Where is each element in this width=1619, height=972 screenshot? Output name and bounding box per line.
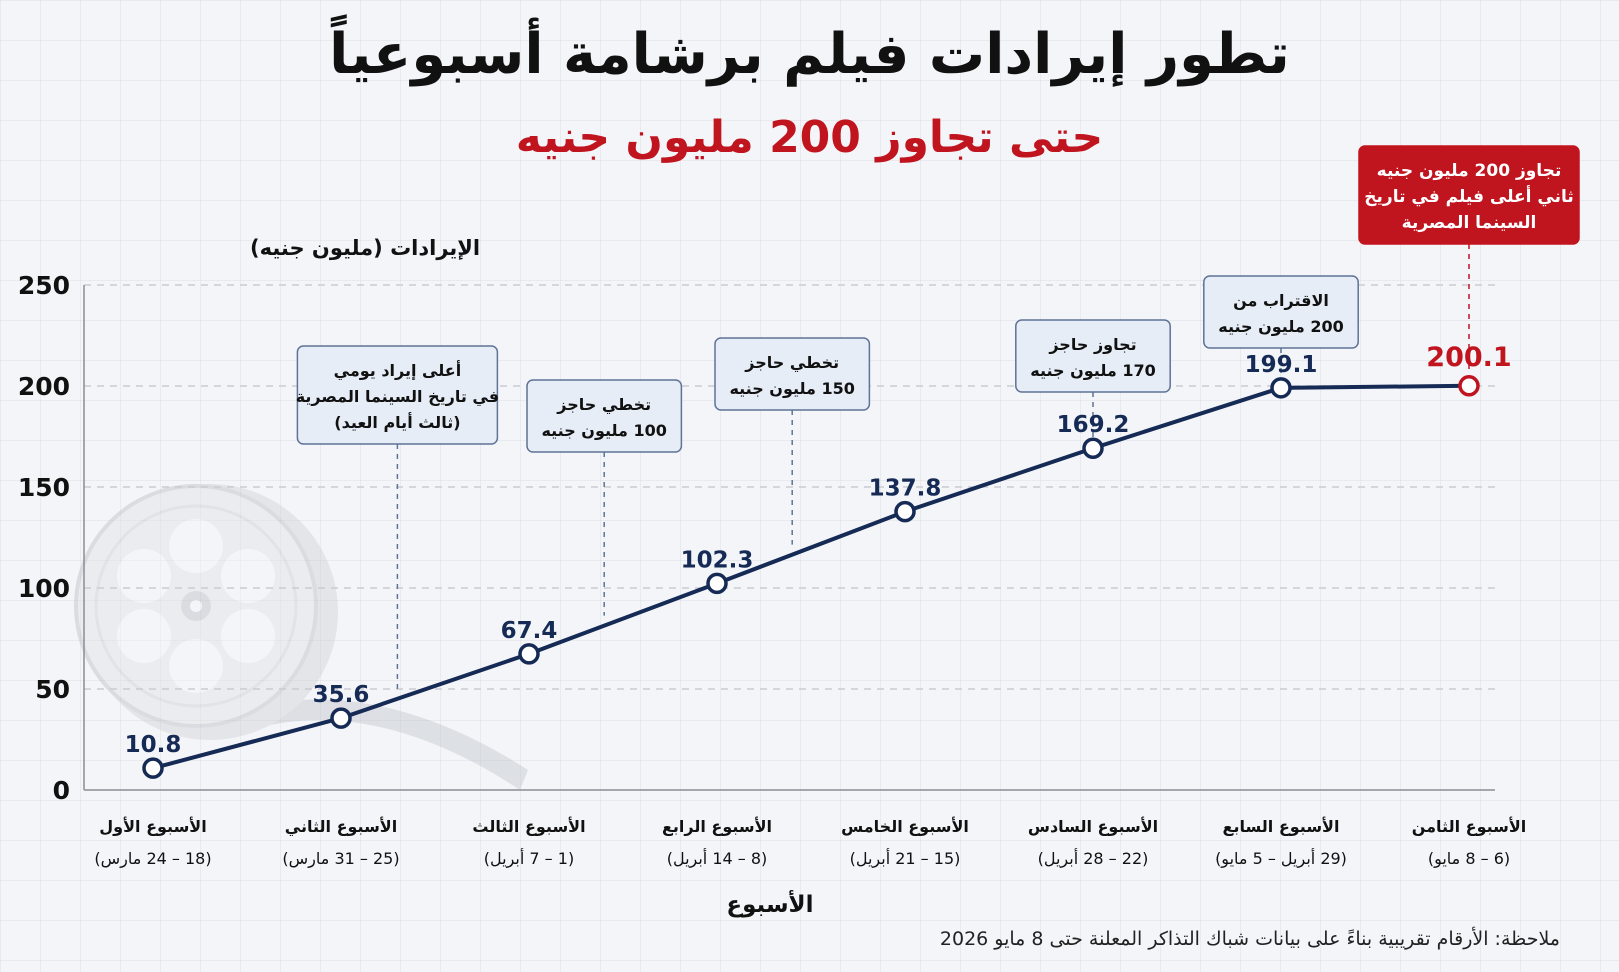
x-tick-range: (22 – 28 أبريل): [1038, 848, 1149, 869]
series-line: [152, 383, 1470, 771]
callout-box: [714, 337, 871, 411]
callout-text: في تاريخ السينما المصرية: [296, 387, 499, 407]
data-point: [518, 643, 540, 665]
callout-text: 200 مليون جنيه: [1218, 317, 1344, 336]
x-tick-range: (29 أبريل – 5 مايو): [1215, 848, 1347, 869]
data-point: [1458, 375, 1480, 397]
callout-text: تجاوز 200 مليون جنيه: [1377, 161, 1562, 181]
x-tick-range: (6 – 8 مايو): [1428, 849, 1510, 869]
x-tick-label: الأسبوع الرابع: [662, 817, 772, 836]
film-reel-icon: [74, 484, 528, 790]
callout-text: السينما المصرية: [1402, 213, 1537, 233]
data-label: 169.2: [1057, 412, 1130, 438]
callout-box: [1358, 145, 1580, 245]
data-point: [142, 757, 164, 779]
annotation-callout: تخطي حاجز 150 مليون جنيه: [714, 337, 871, 545]
x-tick-label: الأسبوع السادس: [1028, 817, 1158, 836]
x-tick-label: الأسبوع الأول: [99, 817, 206, 836]
data-point: [1270, 377, 1292, 399]
page-subtitle: حتى تجاوز 200 مليون جنيه: [515, 112, 1104, 163]
annotation-callout: تجاوز حاجز 170 مليون جنيه: [1015, 319, 1171, 439]
y-tick-label: 200: [18, 372, 70, 401]
annotation-callout: تجاوز 200 مليون جنيه ثاني أعلى فيلم في تا…: [1358, 145, 1580, 370]
label-layer: 10.8 35.6 67.4 102.3 137.8 169.2 199.1 200.1: [125, 342, 1512, 758]
y-tick-label: 50: [35, 675, 70, 704]
data-label: 35.6: [313, 682, 370, 708]
annotation-callout: أعلى إيراد يومي في تاريخ السينما المصرية (…: [296, 345, 499, 689]
data-label: 102.3: [681, 547, 754, 573]
y-tick-label: 250: [18, 271, 70, 300]
callout-text: تجاوز حاجز: [1048, 335, 1136, 354]
axes-layer: 0 50 100 150 200 250 الإيرادات (مليون جنيه) الأ…: [18, 236, 1526, 918]
x-tick-label: الأسبوع الخامس: [841, 817, 969, 836]
x-axis-title: الأسبوع: [726, 889, 813, 918]
x-tick-range: (1 – 7 أبريل): [484, 848, 574, 869]
data-label: 137.8: [869, 476, 942, 502]
callout-text: تخطي حاجز: [556, 395, 651, 415]
data-point: [706, 572, 728, 595]
data-point: [894, 500, 916, 523]
series-layer: [142, 375, 1480, 779]
callout-text: 100 مليون جنيه: [541, 421, 667, 440]
callout-text: (ثالث أيام العيد): [334, 412, 460, 432]
callout-text: أعلى إيراد يومي: [334, 360, 462, 381]
callout-text: تخطي حاجز: [744, 353, 839, 373]
x-tick-range: (8 – 14 أبريل): [667, 848, 768, 869]
data-label: 10.8: [125, 732, 182, 758]
callout-text: الاقتراب من: [1233, 291, 1329, 310]
x-tick-label: الأسبوع الثالث: [472, 817, 585, 836]
x-tick-range: (18 – 24 مارس): [94, 849, 211, 869]
x-tick-label: الأسبوع الثامن: [1412, 817, 1527, 836]
data-label: 67.4: [501, 618, 558, 644]
callout-box: [1015, 319, 1171, 393]
y-tick-label: 100: [18, 574, 70, 603]
footnote: ملاحظة: الأرقام تقريبية بناءً على بيانات…: [939, 928, 1560, 950]
x-tick-label: الأسبوع السابع: [1223, 817, 1340, 836]
data-point: [1082, 437, 1104, 459]
callout-box: [526, 379, 683, 453]
callout-box: [296, 345, 499, 445]
data-label: 199.1: [1245, 352, 1318, 378]
y-axis-title: الإيرادات (مليون جنيه): [250, 236, 480, 260]
callout-text: 150 مليون جنيه: [729, 379, 855, 398]
data-label: 200.1: [1426, 342, 1511, 373]
y-tick-label: 0: [53, 776, 70, 805]
callout-text: ثاني أعلى فيلم في تاريخ: [1364, 185, 1573, 207]
callout-box: [1203, 275, 1359, 349]
callout-text: 170 مليون جنيه: [1030, 361, 1156, 380]
page-title: تطور إيرادات فيلم برشامة أسبوعياً: [329, 22, 1290, 87]
x-tick-range: (15 – 21 أبريل): [850, 848, 961, 869]
film-strip: [235, 699, 528, 790]
x-tick-range: (25 – 31 مارس): [282, 849, 399, 869]
y-tick-label: 150: [18, 473, 70, 502]
annotation-callout: الاقتراب من 200 مليون جنيه: [1203, 275, 1359, 378]
data-point: [330, 707, 352, 729]
x-tick-label: الأسبوع الثاني: [285, 817, 397, 837]
annotation-callout: تخطي حاجز 100 مليون جنيه: [526, 379, 683, 616]
annotation-layer: أعلى إيراد يومي في تاريخ السينما المصرية (…: [296, 145, 1580, 689]
